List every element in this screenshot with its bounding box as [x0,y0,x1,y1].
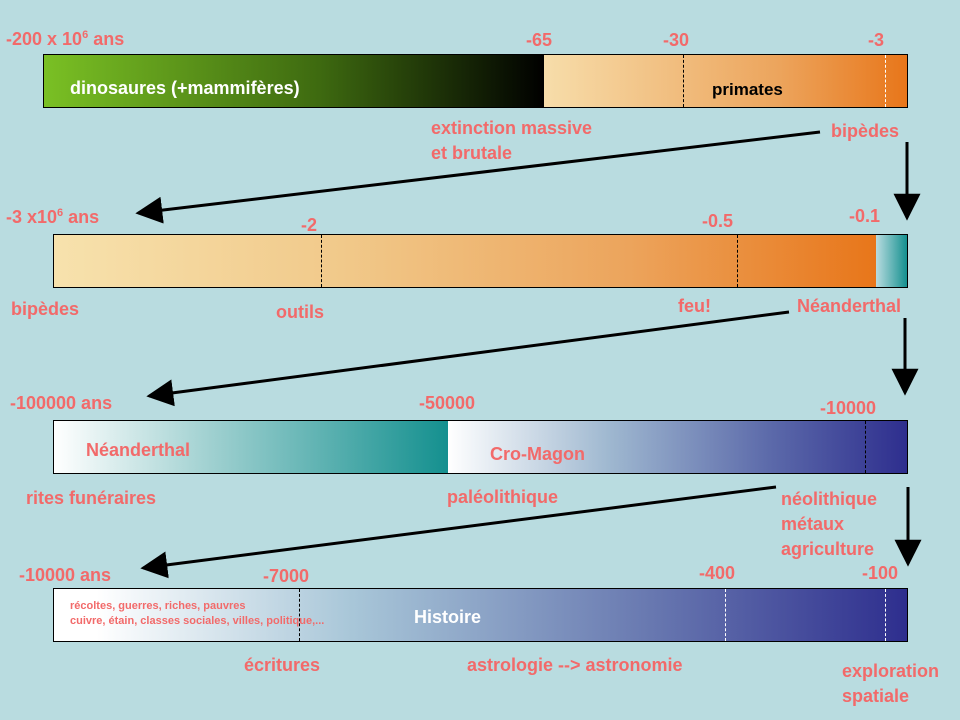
row4-histoire-label: Histoire [414,607,482,627]
row4-tick-100: -100 [862,563,899,583]
row2-start-exponent: 6 [57,207,64,219]
row2-start-label: -3 x106 ans [6,207,100,227]
row3-cromagnon-segment [448,421,907,473]
row4-divider-400 [725,589,726,641]
row3-tick-10000: -10000 [820,398,877,418]
row1-divider-30 [683,55,684,107]
row2-start-value: -3 x10 [6,207,58,227]
row1-tick-65: -65 [526,30,553,50]
row3-divider-10000 [865,421,866,473]
row1-start-label: -200 x 106 ans [6,29,125,49]
row3-neolithique-label: néolithique métaux agriculture [781,487,877,563]
row3-start-label: -100000 ans [10,393,113,413]
row1-tick-3: -3 [868,30,885,50]
row2-tick-2: -2 [301,215,318,235]
row1-extinction-line2: et brutale [431,143,513,164]
row2-teal-segment [876,235,907,287]
row2-tick-01: -0.1 [849,206,881,226]
row4-astrologie-label: astrologie --> astronomie [467,655,683,675]
row3-neolithique-line1: néolithique [781,489,877,509]
row4-histoire-segment [54,589,907,641]
row3-paleolithique-label: paléolithique [447,487,559,507]
row2-primate-segment [54,235,876,287]
row3-neolithique-line3: agriculture [781,539,875,560]
row4-small-text-line2: cuivre, étain, classes sociales, villes,… [70,615,325,627]
row2-tick-05: -0.5 [702,211,734,231]
row1-bipedes-label: bipèdes [831,121,900,141]
row4-timeline-bar: récoltes, guerres, riches, pauvres cuivr… [53,588,908,642]
diagonal-arrow-1 [135,130,821,224]
row2-bipedes-label: bipèdes [11,299,80,319]
row1-primates-label: primates [712,80,783,99]
row3-neolithique-line2: métaux [781,514,845,535]
row3-rites-label: rites funéraires [26,488,157,508]
row2-outils-label: outils [276,302,324,322]
row4-divider-7000 [299,589,300,641]
row3-timeline-bar: Néanderthal Cro-Magon [53,420,908,474]
row3-neanderthal-bar-label: Néanderthal [86,440,191,460]
row4-tick-7000: -7000 [263,566,310,586]
row3-tick-50000: -50000 [419,393,476,413]
row1-dinosaur-label: dinosaures (+mammifères) [70,78,300,98]
row1-tick-30: -30 [663,30,690,50]
row4-tick-400: -400 [699,563,736,583]
row4-exploration-line1: exploration [842,661,940,681]
row4-exploration-label: exploration spatiale [842,659,939,709]
row1-timeline-bar: dinosaures (+mammifères) primates [43,54,908,108]
row4-ecritures-label: écritures [244,655,321,675]
row1-start-unit: ans [88,29,125,49]
diagonal-arrow-2 [146,310,790,407]
row4-start-label: -10000 ans [19,565,112,585]
row1-start-value: -200 x 10 [6,29,83,49]
row4-exploration-line2: spatiale [842,686,910,707]
row1-extinction-line1: extinction massive [431,118,593,138]
row1-start-exponent: 6 [82,29,89,41]
row2-divider-05 [737,235,738,287]
row1-dinosaur-segment [44,55,544,107]
row2-start-unit: ans [63,207,100,227]
row3-cromagnon-bar-label: Cro-Magon [490,444,585,464]
diagonal-arrow-3 [140,485,777,579]
row2-neanderthal-label: Néanderthal [797,296,902,316]
row1-primate-segment [544,55,907,107]
row1-extinction-label: extinction massive et brutale [431,116,592,166]
row3-neanderthal-segment [54,421,448,473]
row2-timeline-bar [53,234,908,288]
row2-feu-label: feu! [678,296,711,316]
row1-divider-3 [885,55,886,107]
row2-divider-2 [321,235,322,287]
row4-small-text-line1: récoltes, guerres, riches, pauvres [70,600,246,612]
row4-divider-100 [885,589,886,641]
